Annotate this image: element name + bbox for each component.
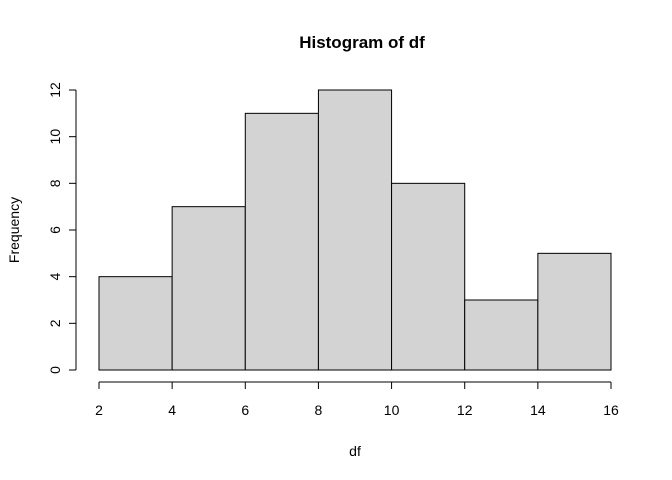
y-axis: 0 2 4 6 8 10 12 — [47, 82, 77, 374]
y-tick-label-12: 12 — [47, 82, 63, 98]
y-tick-label-4: 4 — [47, 273, 63, 281]
histogram-bar-5 — [391, 182, 466, 371]
histogram-bar-1 — [98, 276, 173, 371]
histogram-bar-3 — [244, 112, 319, 371]
x-axis-label: df — [349, 443, 361, 459]
y-tick-label-6: 6 — [47, 226, 63, 234]
y-axis-label: Frequency — [6, 197, 22, 263]
histogram-bar-6 — [464, 299, 539, 371]
x-tick-label-2: 2 — [95, 402, 103, 418]
histogram-bar-7 — [537, 252, 612, 371]
x-tick-label-14: 14 — [530, 402, 546, 418]
y-tick-label-0: 0 — [47, 366, 63, 374]
y-tick-label-2: 2 — [47, 319, 63, 327]
x-axis: 2 4 6 8 10 12 14 16 — [95, 381, 619, 418]
bars-group — [98, 89, 612, 371]
histogram-bar-2 — [171, 206, 246, 371]
x-tick-label-16: 16 — [603, 402, 619, 418]
x-tick-label-4: 4 — [168, 402, 176, 418]
x-tick-label-6: 6 — [241, 402, 249, 418]
x-tick-label-10: 10 — [384, 402, 400, 418]
y-tick-label-8: 8 — [47, 179, 63, 187]
chart-title: Histogram of df — [299, 33, 425, 52]
histogram-bar-4 — [317, 89, 393, 371]
y-tick-label-10: 10 — [47, 129, 63, 145]
x-tick-label-8: 8 — [315, 402, 323, 418]
x-tick-label-12: 12 — [457, 402, 473, 418]
